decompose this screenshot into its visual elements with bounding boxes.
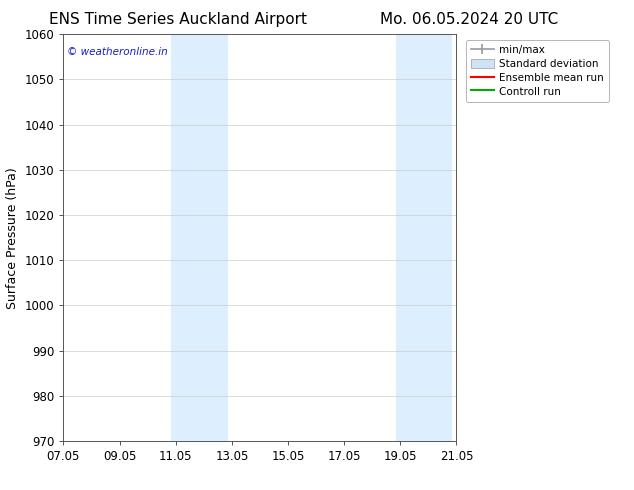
Text: Mo. 06.05.2024 20 UTC: Mo. 06.05.2024 20 UTC [380,12,559,27]
Bar [396,34,452,441]
Y-axis label: Surface Pressure (hPa): Surface Pressure (hPa) [6,167,19,309]
Legend: min/max, Standard deviation, Ensemble mean run, Controll run: min/max, Standard deviation, Ensemble me… [465,40,609,102]
Text: © weatheronline.in: © weatheronline.in [67,47,168,56]
Text: ENS Time Series Auckland Airport: ENS Time Series Auckland Airport [49,12,306,27]
Bar [171,34,228,441]
